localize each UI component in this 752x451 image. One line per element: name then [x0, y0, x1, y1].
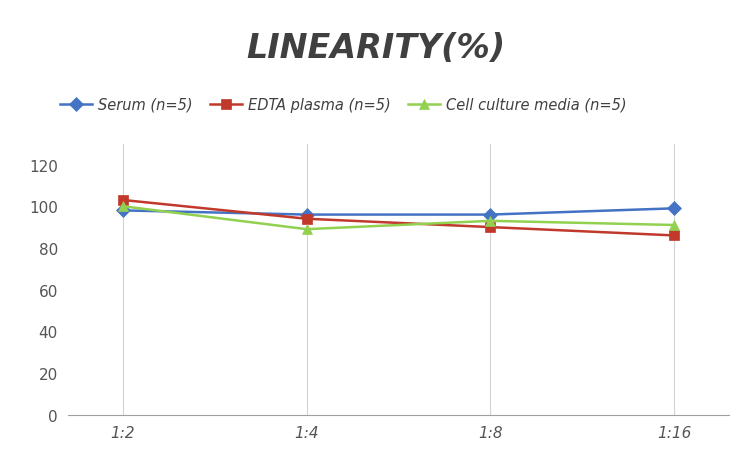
Legend: Serum (n=5), EDTA plasma (n=5), Cell culture media (n=5): Serum (n=5), EDTA plasma (n=5), Cell cul…	[60, 97, 626, 112]
Text: LINEARITY(%): LINEARITY(%)	[247, 32, 505, 64]
